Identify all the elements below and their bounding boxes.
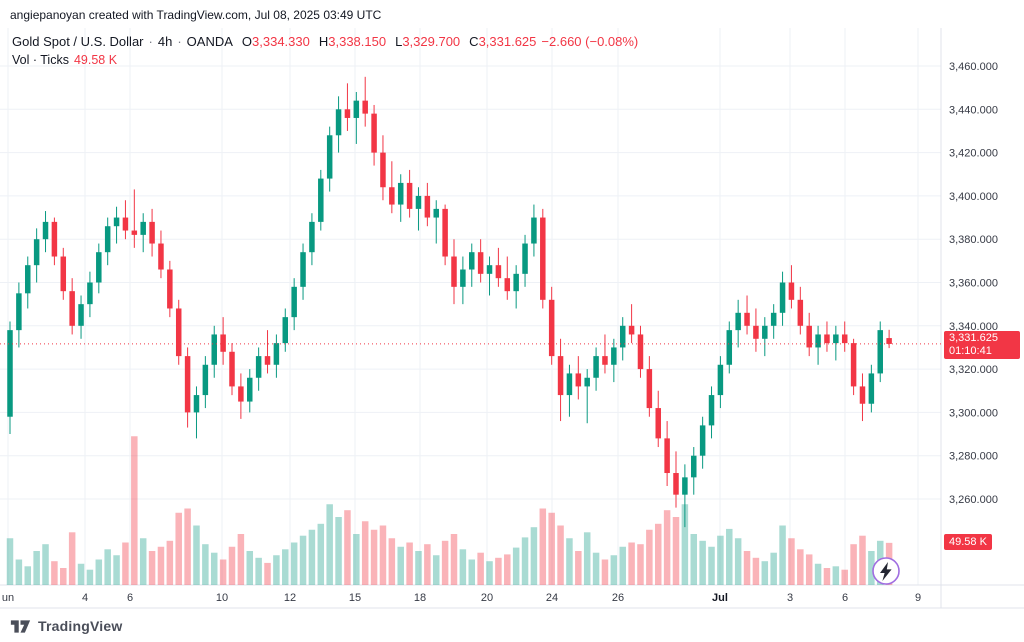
svg-text:3,300.000: 3,300.000 — [949, 407, 998, 419]
open-label: O — [241, 34, 253, 49]
interval-value[interactable]: 4h — [157, 34, 173, 49]
gridlines — [0, 28, 941, 585]
price-axis[interactable]: 3,460.000 3,440.000 3,420.000 3,400.000 3,38… — [949, 61, 998, 506]
attribution-text: angiepanoyan created with TradingView.co… — [10, 8, 382, 22]
chart-legend: Gold Spot / U.S. Dollar · 4h · OANDA O3,… — [12, 33, 638, 69]
svg-text:12: 12 — [284, 592, 296, 604]
time-axis[interactable]: un 4 6 10 12 15 18 20 24 26 Jul 3 6 9 — [2, 592, 921, 604]
last-price-value: 3,331.625 — [949, 331, 998, 344]
volume-value: 49.58 K — [73, 53, 118, 67]
svg-text:6: 6 — [842, 592, 848, 604]
candlestick-series — [7, 76, 892, 528]
svg-text:3,460.000: 3,460.000 — [949, 61, 998, 73]
svg-text:3,440.000: 3,440.000 — [949, 104, 998, 116]
svg-text:26: 26 — [612, 592, 624, 604]
svg-text:3,360.000: 3,360.000 — [949, 278, 998, 290]
high-label: H — [318, 34, 329, 49]
svg-text:3,280.000: 3,280.000 — [949, 451, 998, 463]
svg-text:3,320.000: 3,320.000 — [949, 364, 998, 376]
svg-text:Jul: Jul — [712, 592, 728, 604]
svg-text:15: 15 — [349, 592, 361, 604]
ohlc-close: C3,331.625 — [469, 33, 536, 50]
svg-text:9: 9 — [915, 592, 921, 604]
svg-text:3,400.000: 3,400.000 — [949, 191, 998, 203]
svg-text:3,420.000: 3,420.000 — [949, 148, 998, 160]
boost-button[interactable] — [869, 554, 903, 588]
volume-indicator-label[interactable]: Vol · Ticks — [12, 53, 69, 67]
volume-series — [6, 436, 893, 585]
low-value: 3,329.700 — [402, 34, 461, 49]
change-value: −2.660 (−0.08%) — [541, 34, 639, 49]
volume-badge-value: 49.58 K — [949, 535, 987, 548]
svg-text:3,380.000: 3,380.000 — [949, 234, 998, 246]
legend-separator: · — [148, 34, 153, 49]
svg-text:20: 20 — [481, 592, 493, 604]
svg-text:10: 10 — [216, 592, 228, 604]
symbol-title[interactable]: Gold Spot / U.S. Dollar — [12, 34, 144, 49]
svg-text:6: 6 — [127, 592, 133, 604]
svg-text:18: 18 — [414, 592, 426, 604]
svg-text:3,260.000: 3,260.000 — [949, 494, 998, 506]
close-value: 3,331.625 — [478, 34, 537, 49]
exchange-name[interactable]: OANDA — [186, 34, 233, 49]
ohlc-high: H3,338.150 — [319, 33, 386, 50]
brand-name[interactable]: TradingView — [38, 618, 123, 634]
symbol-legend-row: Gold Spot / U.S. Dollar · 4h · OANDA O3,… — [12, 33, 638, 50]
svg-text:un: un — [2, 592, 14, 604]
high-value: 3,338.150 — [328, 34, 387, 49]
legend-separator: · — [177, 34, 182, 49]
last-price-badge: 3,331.625 01:10:41 — [944, 330, 1020, 359]
ohlc-open: O3,334.330 — [242, 33, 310, 50]
svg-text:3: 3 — [787, 592, 793, 604]
axis-dividers — [0, 28, 1024, 609]
low-label: L — [395, 34, 403, 49]
volume-badge: 49.58 K — [944, 533, 992, 550]
svg-text:24: 24 — [546, 592, 558, 604]
close-label: C — [469, 34, 479, 49]
footer-bar: TradingView — [0, 610, 1024, 642]
lightning-bolt-icon — [880, 562, 892, 581]
open-value: 3,334.330 — [252, 34, 310, 49]
tradingview-logo-icon[interactable] — [10, 616, 31, 637]
bar-countdown: 01:10:41 — [949, 344, 992, 357]
svg-text:3,340.000: 3,340.000 — [949, 321, 998, 333]
ohlc-low: L3,329.700 — [395, 33, 460, 50]
svg-text:4: 4 — [82, 592, 88, 604]
volume-legend-row: Vol · Ticks 49.58 K — [12, 52, 638, 69]
